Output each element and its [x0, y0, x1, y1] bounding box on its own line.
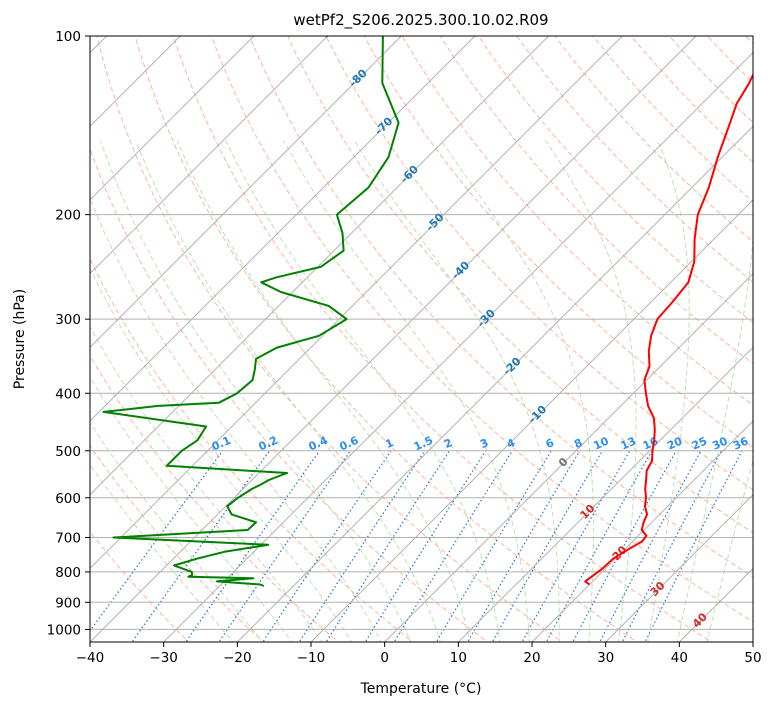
mixing-ratio-line	[298, 450, 426, 642]
mixing-ratio-line	[621, 450, 722, 642]
mixing-ratio-label: 13	[619, 435, 638, 453]
sounding-series	[102, 36, 753, 587]
x-tick-label: 40	[671, 650, 688, 666]
moist-adiabat-line	[225, 140, 501, 642]
isotherm-line	[310, 199, 753, 642]
isotherm-line	[531, 420, 753, 642]
dry-adiabat-line	[439, 36, 753, 365]
y-tick-label: 600	[55, 491, 81, 507]
isotherms	[90, 36, 753, 642]
y-axis-label: Pressure (hPa)	[12, 289, 28, 389]
x-tick-label: 0	[380, 650, 389, 666]
isotherm-line	[90, 36, 255, 201]
dry-adiabat-line	[90, 147, 489, 642]
dry-adiabat-line	[249, 36, 753, 578]
dry-adiabat-line	[172, 36, 713, 642]
y-tick-label: 800	[55, 565, 81, 581]
isotherm-line	[605, 494, 753, 642]
mixing-ratio-line	[262, 450, 392, 642]
x-axis-ticks: −40 −30 −20 −10 0 10 20 30 40 50	[76, 642, 762, 666]
moist-adiabat-line	[176, 140, 471, 642]
x-tick-label: −30	[149, 650, 178, 666]
y-tick-label: 400	[55, 386, 81, 402]
isotherm-line	[90, 36, 623, 569]
x-tick-label: 50	[744, 650, 761, 666]
x-tick-label: −10	[297, 650, 326, 666]
y-tick-label: 500	[55, 444, 81, 460]
mixing-ratio-label: 16	[641, 434, 661, 452]
y-tick-label: 700	[55, 531, 81, 547]
moist-adiabat-line	[90, 421, 264, 642]
moist-adiabat-line	[545, 140, 637, 642]
moist-adiabat-line	[100, 140, 412, 642]
x-tick-label: 10	[450, 650, 467, 666]
isotherm-line	[90, 36, 550, 496]
x-axis-label: Temperature (°C)	[360, 681, 482, 697]
isotherm-line	[90, 36, 329, 275]
mixing-ratio-label: 25	[690, 435, 709, 453]
pressure-gridlines	[90, 36, 753, 630]
isotherm-line	[163, 52, 753, 642]
mixing-ratio-line	[218, 450, 351, 642]
y-tick-label: 100	[55, 29, 81, 45]
moist-adiabat-line	[676, 234, 753, 642]
isotherm-line	[457, 346, 753, 642]
y-tick-label: 300	[55, 312, 81, 328]
mixing-ratio-line	[185, 450, 321, 642]
chart-title: wetPf2_S206.2025.300.10.02.R09	[293, 11, 548, 30]
isotherm-line	[384, 273, 753, 642]
mixing-ratio-label: 30	[710, 434, 730, 452]
x-tick-label: −40	[76, 650, 105, 666]
moist-adiabat-line	[706, 458, 753, 642]
plot-frame	[89, 35, 754, 643]
dewpoint-profile-line	[102, 36, 400, 587]
mixing-ratio-line	[90, 450, 224, 632]
mixing-ratio-line	[599, 450, 702, 642]
mixing-ratio-label: 20	[665, 434, 685, 452]
moist-adiabat-line	[353, 140, 560, 642]
mixing-ratio-line	[325, 450, 451, 642]
y-tick-label: 900	[55, 595, 81, 611]
moist-adiabat-line	[440, 140, 594, 642]
isotherm-label: -90	[321, 18, 344, 41]
isotherm-line	[90, 36, 476, 422]
moist-adiabat-line	[90, 325, 323, 642]
moist-adiabat-line	[283, 140, 530, 642]
moist-adiabat-line	[647, 140, 690, 642]
moist-adiabat-line	[90, 376, 293, 642]
mixing-ratio-line	[466, 450, 581, 642]
x-tick-label: 20	[523, 650, 540, 666]
mixing-ratio-line	[491, 450, 604, 642]
temperature-profile-line	[584, 72, 753, 586]
mixing-ratio-line	[393, 450, 513, 642]
x-tick-label: 30	[597, 650, 614, 666]
mixing-ratio-line	[572, 450, 677, 642]
isotherm-line	[90, 36, 402, 348]
moist-adiabat-line	[135, 140, 441, 642]
x-tick-label: −20	[223, 650, 252, 666]
y-axis-ticks: 100 200 300 400 500 600 700 800 900 1000	[47, 29, 90, 638]
mixing-ratio-label: 36	[731, 434, 751, 452]
dry-adiabat-line	[363, 36, 753, 448]
mixing-ratio-line	[364, 450, 487, 642]
dry-adiabat-line	[325, 36, 753, 491]
y-tick-label: 1000	[47, 622, 81, 638]
dry-adiabat-line	[287, 36, 753, 534]
mixing-ratio-label: 10	[591, 434, 611, 452]
y-tick-label: 200	[55, 208, 81, 224]
